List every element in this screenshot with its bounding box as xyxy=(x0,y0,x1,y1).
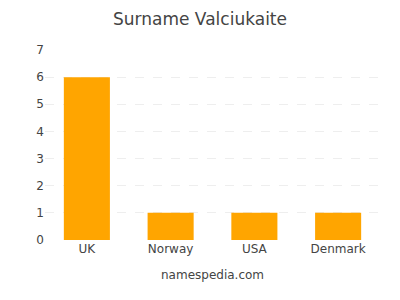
svg-text:3: 3 xyxy=(36,152,44,166)
svg-text:USA: USA xyxy=(242,242,268,256)
svg-text:Norway: Norway xyxy=(148,242,194,256)
svg-text:UK: UK xyxy=(79,242,97,256)
svg-text:1: 1 xyxy=(36,206,44,220)
svg-text:5: 5 xyxy=(36,97,44,111)
svg-text:6: 6 xyxy=(36,70,44,84)
svg-text:4: 4 xyxy=(36,125,44,139)
svg-text:0: 0 xyxy=(36,233,44,247)
svg-text:2: 2 xyxy=(36,179,44,193)
svg-text:namespedia.com: namespedia.com xyxy=(161,268,264,282)
svg-text:Denmark: Denmark xyxy=(311,242,366,256)
svg-text:7: 7 xyxy=(36,43,44,57)
svg-text:Surname Valciukaite: Surname Valciukaite xyxy=(113,9,287,29)
